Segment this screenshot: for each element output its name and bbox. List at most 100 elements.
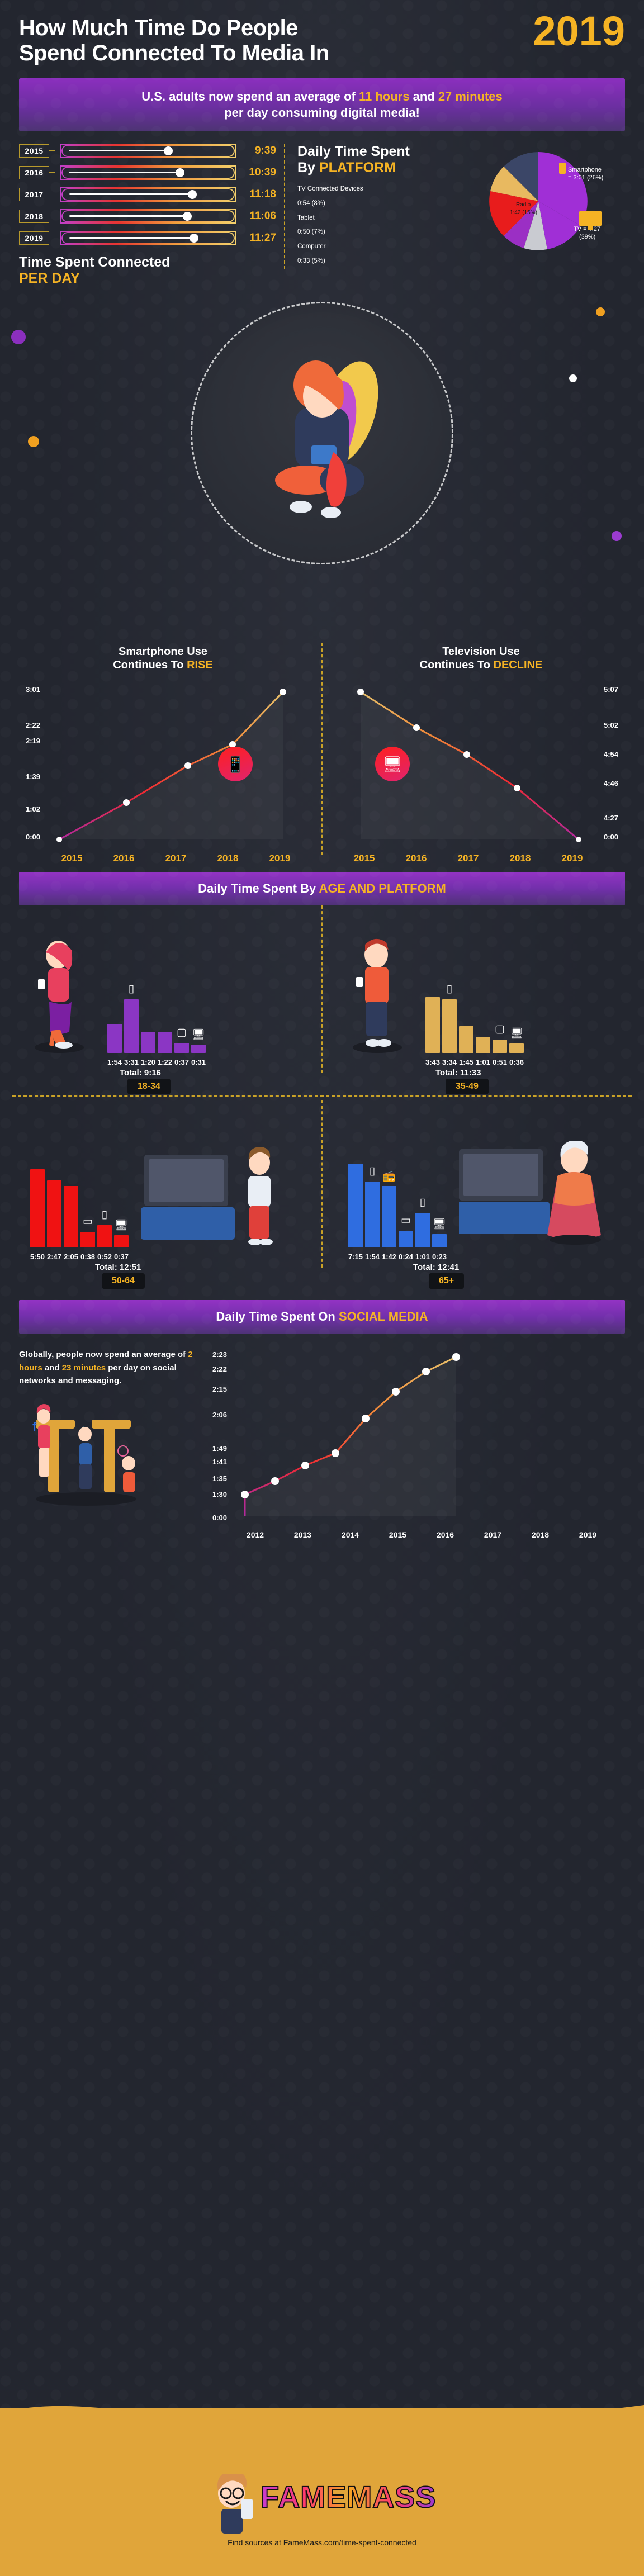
xtick: 2015 bbox=[61, 853, 83, 864]
chart-title-hl: DECLINE bbox=[493, 659, 543, 672]
age-row-1: ▯ ▢ 🖥 1:54 3:31 1:20 1:22 0:37 0:31 Tota… bbox=[12, 905, 632, 1095]
legend-value: 0:33 (5%) bbox=[297, 257, 325, 264]
pie-slice-computer bbox=[524, 201, 547, 250]
legend-label: Tablet bbox=[297, 214, 315, 221]
tablet-icon: ▢ bbox=[495, 1023, 505, 1036]
chart-title-pre: Continues To bbox=[113, 659, 187, 672]
television-trend-chart: Television Use Continues To DECLINE 5:07… bbox=[330, 637, 632, 872]
ytick: 2:23 bbox=[212, 1350, 228, 1359]
xtick: 2015 bbox=[353, 853, 375, 864]
bars-18-34: ▯ ▢ 🖥 bbox=[107, 983, 206, 1054]
smartphone-icon: ▯ bbox=[369, 1165, 376, 1178]
bar-radio bbox=[47, 1180, 61, 1248]
banner-hours: 11 hours bbox=[358, 89, 410, 103]
ytick: 1:39 bbox=[26, 772, 41, 781]
vertical-divider bbox=[321, 643, 323, 856]
age-charts: ▯ ▢ 🖥 1:54 3:31 1:20 1:22 0:37 0:31 Tota… bbox=[0, 905, 644, 1289]
slider-track[interactable] bbox=[60, 143, 236, 158]
slider-row[interactable]: 2015 9:39 bbox=[19, 143, 276, 158]
bar-tv bbox=[425, 997, 440, 1054]
bar-value: 0:52 bbox=[97, 1253, 112, 1261]
age-band-pre: Daily Time Spent By bbox=[198, 881, 319, 896]
slider-track[interactable] bbox=[60, 165, 236, 180]
pie-label-smartphone: Smartphone bbox=[568, 167, 602, 173]
ytick: 2:19 bbox=[26, 737, 41, 746]
bar-radio bbox=[141, 1032, 155, 1054]
social-line-svg bbox=[241, 1353, 460, 1516]
slider-row[interactable]: 2017 11:18 bbox=[19, 187, 276, 202]
platform-title-by: By bbox=[297, 159, 319, 175]
social-media-band: Daily Time Spent On SOCIAL MEDIA bbox=[19, 1300, 625, 1334]
vertical-divider bbox=[321, 905, 323, 1074]
bars-65-plus: ▯ 📻 ▭ ▯ 🖥 bbox=[348, 1164, 447, 1248]
bar-value: 2:05 bbox=[64, 1253, 79, 1261]
chart-title-line1: Television Use bbox=[442, 646, 520, 658]
slider-row[interactable]: 2019 11:27 bbox=[19, 230, 276, 245]
social-band-hl: SOCIAL MEDIA bbox=[338, 1310, 428, 1324]
tablet-icon: ▢ bbox=[177, 1027, 187, 1039]
title-line-2: Spend Connected To Media In bbox=[19, 40, 329, 65]
total-65-plus: Total: 12:41 bbox=[413, 1263, 460, 1273]
xtick: 2018 bbox=[531, 1530, 550, 1540]
hero-circle-inner bbox=[201, 312, 443, 554]
bar-tablet: ▯ bbox=[97, 1209, 112, 1248]
social-media-line-chart: 2:23 2:22 2:15 2:06 1:49 1:41 1:35 1:30 … bbox=[203, 1342, 625, 1574]
chart-title-pre: Continues To bbox=[419, 659, 494, 672]
ytick: 1:35 bbox=[212, 1474, 228, 1483]
summary-banner: U.S. adults now spend an average of 11 h… bbox=[19, 78, 625, 131]
slider-connector bbox=[49, 172, 55, 173]
ytick: 5:02 bbox=[603, 721, 618, 730]
tvbox-icon: ▭ bbox=[401, 1215, 411, 1227]
platform-legend: TV Connected Devices 0:54 (8%) Tablet 0:… bbox=[297, 184, 625, 265]
bar-value: 0:51 bbox=[493, 1058, 508, 1067]
deco-dot bbox=[11, 330, 26, 345]
ytick: 2:22 bbox=[26, 721, 41, 730]
chart-title-line1: Smartphone Use bbox=[119, 646, 207, 658]
page-title: How Much Time Do People Spend Connected … bbox=[19, 16, 329, 66]
ytick: 4:54 bbox=[603, 750, 618, 759]
slider-row[interactable]: 2016 10:39 bbox=[19, 165, 276, 180]
per-day-heading-line2: PER DAY bbox=[19, 270, 80, 286]
header: How Much Time Do People Spend Connected … bbox=[0, 0, 644, 69]
social-media-section: Globally, people now spend an average of… bbox=[0, 1334, 644, 1574]
ytick: 5:07 bbox=[603, 685, 618, 694]
tv-stand-icon bbox=[588, 226, 593, 230]
slider-value: 9:39 bbox=[254, 144, 276, 156]
person-18-34-illustration bbox=[35, 941, 84, 1054]
slider-year: 2015 bbox=[19, 144, 49, 158]
slider-track[interactable] bbox=[60, 230, 236, 245]
facebook-icon: f bbox=[32, 1420, 37, 1434]
bar-value: 1:22 bbox=[158, 1058, 173, 1067]
age-badge-50-64: 50-64 bbox=[102, 1273, 145, 1289]
bar-radio bbox=[459, 1026, 473, 1054]
age-badge-35-49: 35-49 bbox=[446, 1079, 489, 1095]
bar-tvbox bbox=[476, 1037, 490, 1054]
ytick: 4:46 bbox=[603, 779, 618, 788]
legend-item: Tablet 0:50 (7%) bbox=[297, 214, 625, 237]
banner-pre: U.S. adults now spend an average of bbox=[141, 89, 359, 103]
bar-value: 3:34 bbox=[442, 1058, 457, 1067]
footer-source[interactable]: Find sources at FameMass.com/time-spent-… bbox=[228, 2538, 416, 2547]
age-row-2: ▭ ▯ 🖥 5:50 2:47 bbox=[12, 1100, 632, 1289]
bar-tvbox: ▭ bbox=[399, 1215, 413, 1248]
legend-value: 0:50 (7%) bbox=[297, 229, 325, 236]
hero-circle bbox=[191, 302, 453, 565]
vertical-divider bbox=[321, 1100, 323, 1268]
xtick: 2018 bbox=[217, 853, 239, 864]
bar-radio: 📻 bbox=[382, 1170, 396, 1248]
social-media-text: Globally, people now spend an average of… bbox=[19, 1342, 203, 1574]
bar-value: 1:01 bbox=[415, 1253, 430, 1261]
slider-track[interactable] bbox=[60, 187, 236, 202]
total-18-34: Total: 9:16 bbox=[120, 1068, 161, 1078]
legend-item: TV Connected Devices 0:54 (8%) bbox=[297, 184, 625, 208]
social-hours: 2 hours bbox=[19, 1350, 193, 1373]
smartphone-xaxis: 2015 2016 2017 2018 2019 bbox=[46, 853, 306, 864]
xtick: 2015 bbox=[389, 1530, 407, 1540]
age-cell-35-49: ▯ ▢ 🖥 3:43 3:34 1:45 1:01 0:51 0:36 Tota… bbox=[330, 905, 632, 1095]
banner-line2: per day consuming digital media! bbox=[224, 106, 420, 120]
slider-row[interactable]: 2018 11:06 bbox=[19, 208, 276, 224]
footer-logo-text[interactable]: FAMEMASS bbox=[260, 2480, 437, 2515]
social-minutes: 23 minutes bbox=[61, 1363, 106, 1373]
ytick: 0:00 bbox=[26, 833, 41, 842]
slider-track[interactable] bbox=[60, 208, 236, 224]
